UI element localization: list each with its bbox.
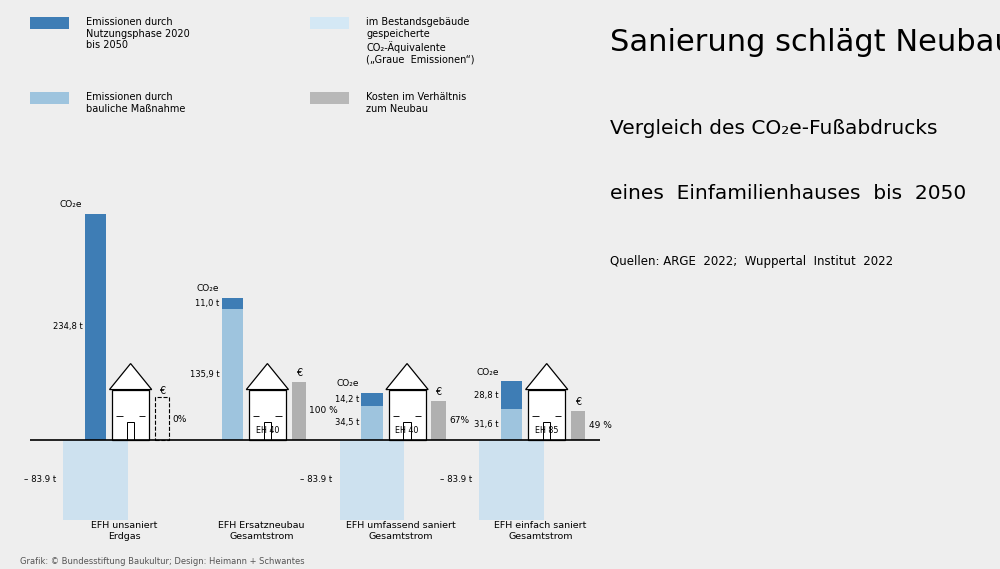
Text: EFH unsaniert
Erdgas: EFH unsaniert Erdgas — [91, 521, 158, 541]
Text: im Bestandsgebäude
gespeicherte
CO₂-Äquivalente
(„Graue  Emissionen“): im Bestandsgebäude gespeicherte CO₂-Äqui… — [366, 17, 475, 64]
Text: 67%: 67% — [449, 416, 469, 424]
Text: €: € — [575, 398, 581, 407]
Bar — [501, 409, 522, 440]
Polygon shape — [109, 364, 152, 390]
Bar — [479, 440, 544, 520]
Text: 34,5 t: 34,5 t — [335, 418, 359, 427]
Bar — [249, 390, 286, 440]
Text: 0%: 0% — [173, 415, 187, 424]
Text: EFH Ersatzneubau
Gesamtstrom: EFH Ersatzneubau Gesamtstrom — [218, 521, 305, 541]
Text: €: € — [159, 386, 165, 395]
Bar — [310, 92, 349, 104]
Bar — [340, 440, 404, 520]
Polygon shape — [526, 364, 568, 390]
Text: EH 85: EH 85 — [535, 426, 558, 435]
Text: 100 %: 100 % — [309, 406, 338, 415]
Text: Sanierung schlägt Neubau!: Sanierung schlägt Neubau! — [610, 28, 1000, 57]
Bar — [389, 390, 426, 440]
Text: EH 40: EH 40 — [256, 426, 279, 435]
Bar — [85, 214, 106, 440]
Bar — [264, 422, 271, 440]
Bar — [403, 422, 411, 440]
Text: Grafik: © Bundesstiftung Baukultur; Design: Heimann + Schwantes: Grafik: © Bundesstiftung Baukultur; Desi… — [20, 557, 305, 566]
Text: CO₂e: CO₂e — [476, 368, 499, 377]
Text: – 83.9 t: – 83.9 t — [24, 476, 56, 484]
Bar — [222, 298, 243, 309]
Polygon shape — [246, 364, 289, 390]
Polygon shape — [386, 364, 428, 390]
Bar — [310, 17, 349, 29]
Bar — [155, 397, 169, 440]
Text: €: € — [296, 368, 302, 378]
Text: 49 %: 49 % — [589, 421, 611, 430]
Text: Quellen: ARGE  2022;  Wuppertal  Institut  2022: Quellen: ARGE 2022; Wuppertal Institut 2… — [610, 255, 893, 269]
Bar — [361, 393, 383, 406]
Text: eines  Einfamilienhauses  bis  2050: eines Einfamilienhauses bis 2050 — [610, 184, 966, 203]
Bar — [528, 390, 565, 440]
Bar — [30, 17, 69, 29]
Text: Emissionen durch
Nutzungsphase 2020
bis 2050: Emissionen durch Nutzungsphase 2020 bis … — [86, 17, 190, 50]
Text: Vergleich des CO₂e-Fußabdrucks: Vergleich des CO₂e-Fußabdrucks — [610, 119, 938, 138]
Text: CO₂e: CO₂e — [60, 200, 82, 209]
Bar — [30, 92, 69, 104]
Text: €: € — [435, 387, 441, 397]
Text: 135,9 t: 135,9 t — [190, 370, 219, 379]
Text: – 83.9 t: – 83.9 t — [300, 476, 333, 484]
Text: EFH einfach saniert
Gesamtstrom: EFH einfach saniert Gesamtstrom — [494, 521, 587, 541]
Text: 234,8 t: 234,8 t — [53, 322, 82, 331]
Bar — [292, 382, 306, 440]
Text: 14,2 t: 14,2 t — [335, 395, 359, 404]
Text: EFH umfassend saniert
Gesamtstrom: EFH umfassend saniert Gesamtstrom — [346, 521, 456, 541]
Text: CO₂e: CO₂e — [197, 284, 219, 294]
Text: CO₂e: CO₂e — [336, 379, 359, 388]
Text: – 83.9 t: – 83.9 t — [440, 476, 472, 484]
Text: Emissionen durch
bauliche Maßnahme: Emissionen durch bauliche Maßnahme — [86, 92, 185, 114]
Bar — [222, 309, 243, 440]
Bar — [361, 406, 383, 440]
Text: 11,0 t: 11,0 t — [195, 299, 219, 308]
Text: EH 40: EH 40 — [395, 426, 419, 435]
Text: Kosten im Verhältnis
zum Neubau: Kosten im Verhältnis zum Neubau — [366, 92, 466, 114]
Bar — [112, 390, 149, 440]
Text: 31,6 t: 31,6 t — [474, 420, 499, 429]
Text: 28,8 t: 28,8 t — [474, 391, 499, 400]
Bar — [501, 381, 522, 409]
Bar — [63, 440, 128, 520]
Bar — [127, 422, 134, 440]
Bar — [431, 401, 446, 440]
Bar — [543, 422, 550, 440]
Bar — [571, 411, 585, 440]
